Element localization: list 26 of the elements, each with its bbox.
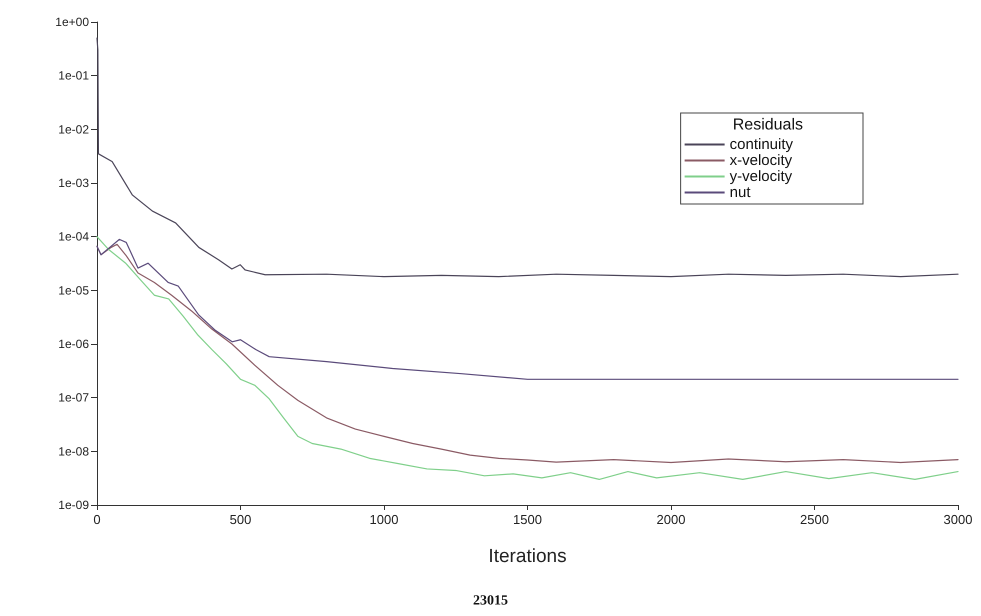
x-tick-label: 500 xyxy=(230,512,252,527)
x-tick-label: 2000 xyxy=(656,512,686,527)
x-axis-title: Iterations xyxy=(488,546,567,567)
y-tick-label: 1e-06 xyxy=(58,337,90,351)
y-tick-label: 1e+00 xyxy=(55,15,90,29)
x-tick-label: 1000 xyxy=(370,512,398,527)
legend-label: continuity xyxy=(730,136,794,153)
line-series xyxy=(96,238,959,380)
y-tick-label: 1e-04 xyxy=(58,230,90,244)
legend-label: x-velocity xyxy=(730,152,793,169)
y-tick-label: 1e-07 xyxy=(58,390,90,405)
y-tick-label: 1e-03 xyxy=(58,176,90,190)
y-tick-label: 1e-05 xyxy=(58,283,90,298)
text: 23015 xyxy=(473,594,508,608)
y-tick-label: 1e-01 xyxy=(58,68,90,83)
legend-label: y-velocity xyxy=(730,168,793,185)
x-tick-label: 2500 xyxy=(800,512,829,527)
x-tick-label: 0 xyxy=(93,512,101,527)
line-series xyxy=(96,38,959,278)
y-tick-label: 1e-02 xyxy=(58,122,90,136)
x-tick-label: 3000 xyxy=(944,512,972,527)
legend-title: Residuals xyxy=(732,116,804,134)
x-tick-label: 1500 xyxy=(513,512,542,527)
y-tick-label: 1e-08 xyxy=(58,444,90,458)
y-tick-label: 1e-09 xyxy=(58,498,90,512)
legend-label: nut xyxy=(730,184,752,201)
